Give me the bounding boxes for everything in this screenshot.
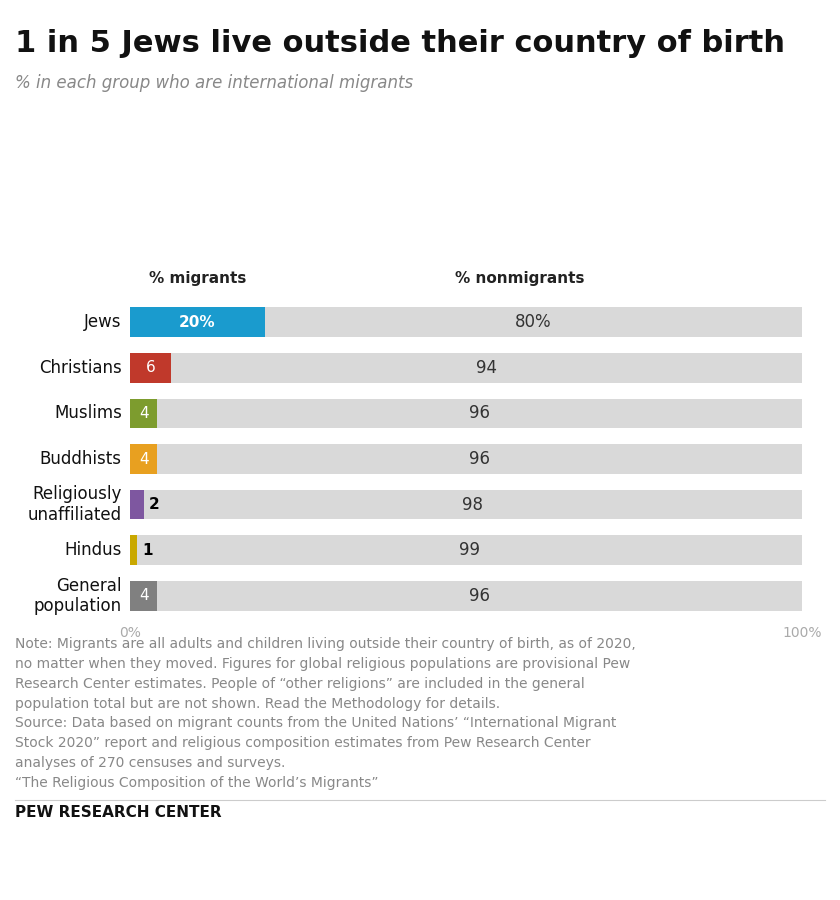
Bar (130, 353, 802, 382)
Bar (130, 490, 144, 519)
Bar (130, 445, 157, 473)
Bar (130, 581, 157, 611)
Bar (130, 353, 171, 382)
Text: 6: 6 (145, 360, 155, 375)
Text: Note: Migrants are all adults and children living outside their country of birth: Note: Migrants are all adults and childr… (15, 637, 636, 652)
Text: 1: 1 (142, 543, 153, 558)
Text: % migrants: % migrants (149, 271, 246, 286)
Text: no matter when they moved. Figures for global religious populations are provisio: no matter when they moved. Figures for g… (15, 657, 630, 671)
Text: 4: 4 (139, 406, 149, 421)
Bar (130, 307, 802, 337)
Text: 98: 98 (462, 496, 484, 514)
Bar (130, 536, 802, 565)
Text: Research Center estimates. People of “other religions” are included in the gener: Research Center estimates. People of “ot… (15, 677, 585, 691)
Text: 80%: 80% (515, 313, 552, 331)
Text: 94: 94 (475, 359, 497, 377)
Text: 4: 4 (139, 589, 149, 603)
Bar (130, 307, 265, 337)
Text: 96: 96 (469, 404, 491, 422)
Text: 96: 96 (469, 450, 491, 468)
Text: % nonmigrants: % nonmigrants (455, 271, 585, 286)
Text: “The Religious Composition of the World’s Migrants”: “The Religious Composition of the World’… (15, 776, 379, 790)
Text: 1 in 5 Jews live outside their country of birth: 1 in 5 Jews live outside their country o… (15, 29, 785, 58)
Text: 96: 96 (469, 587, 491, 605)
Text: 99: 99 (459, 541, 480, 559)
Text: 20%: 20% (179, 315, 216, 329)
Bar (130, 399, 802, 428)
Text: population total but are not shown. Read the Methodology for details.: population total but are not shown. Read… (15, 697, 501, 711)
Text: 4: 4 (139, 452, 149, 466)
Bar (130, 445, 802, 473)
Text: % in each group who are international migrants: % in each group who are international mi… (15, 74, 413, 92)
Text: Source: Data based on migrant counts from the United Nations’ “International Mig: Source: Data based on migrant counts fro… (15, 716, 617, 731)
Bar (130, 399, 157, 428)
Bar (130, 536, 137, 565)
Bar (130, 490, 802, 519)
Text: analyses of 270 censuses and surveys.: analyses of 270 censuses and surveys. (15, 756, 286, 770)
Text: PEW RESEARCH CENTER: PEW RESEARCH CENTER (15, 805, 222, 820)
Text: Stock 2020” report and religious composition estimates from Pew Research Center: Stock 2020” report and religious composi… (15, 736, 591, 751)
Text: 2: 2 (149, 497, 160, 512)
Bar (130, 581, 802, 611)
